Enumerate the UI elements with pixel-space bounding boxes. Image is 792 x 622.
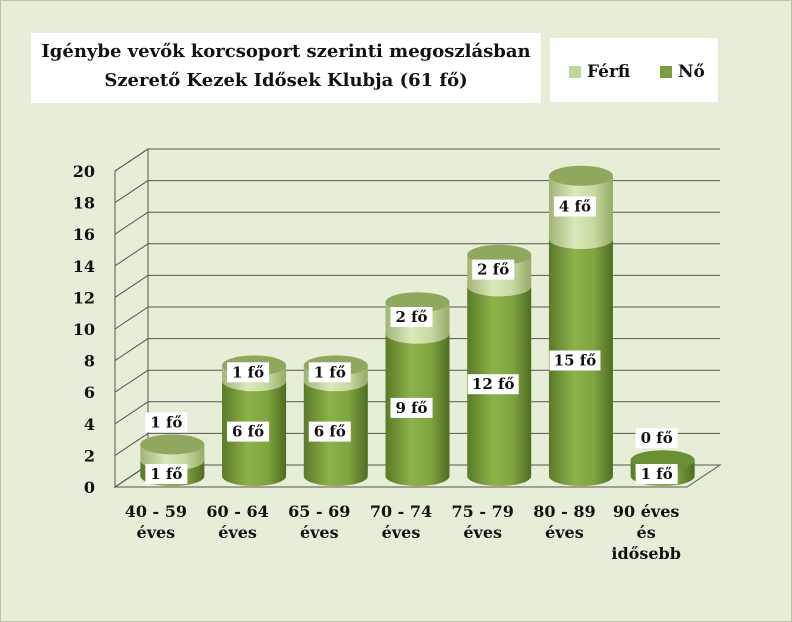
bar-top [140, 434, 205, 455]
data-label-ferfi: 1 fő [145, 412, 188, 433]
data-label-no-text: 12 fő [472, 375, 515, 393]
data-label-no-box [390, 397, 433, 418]
data-label-no-box [308, 421, 351, 442]
data-label-no-box [467, 374, 519, 395]
legend: Férfi Nő [550, 38, 718, 102]
x-tick-label: 70 - 74 [370, 502, 432, 521]
x-tick-label: éves [218, 523, 257, 542]
y-tick-label: 8 [84, 352, 95, 371]
y-tick-label: 12 [73, 288, 95, 307]
data-label-ferfi-text: 0 fő [641, 429, 673, 447]
data-label-no: 12 fő [467, 374, 519, 395]
data-label-no-box [227, 421, 270, 442]
data-label-ferfi-box [145, 412, 188, 433]
y-tick-label: 4 [84, 415, 95, 434]
data-label-no: 9 fő [390, 397, 433, 418]
gridline-side [114, 180, 149, 204]
data-label-no-text: 9 fő [395, 399, 427, 417]
data-label-ferfi-box [635, 428, 678, 449]
gridline-side [114, 401, 149, 425]
data-label-ferfi: 2 fő [390, 307, 433, 327]
x-tick-label: idősebb [611, 544, 681, 563]
data-label-no-text: 6 fő [314, 423, 346, 441]
legend-swatch-no [660, 66, 672, 78]
y-tick-label: 2 [84, 446, 95, 465]
data-label-ferfi-box [553, 196, 596, 217]
x-tick-label: 60 - 64 [206, 502, 268, 521]
legend-item-no: Nő [660, 62, 705, 82]
floor [113, 464, 722, 488]
data-label-ferfi: 0 fő [635, 428, 678, 449]
y-tick-label: 0 [84, 478, 95, 497]
y-tick-label: 10 [73, 320, 95, 339]
data-label-ferfi-box [227, 362, 270, 383]
data-label-no: 15 fő [549, 350, 601, 371]
data-label-ferfi-box [308, 362, 351, 383]
gridline-side [114, 274, 149, 298]
chart-title-line-1: Igénybe vevők korcsoport szerinti megosz… [41, 41, 531, 62]
data-label-no: 6 fő [308, 421, 351, 442]
data-label-no: 1 fő [635, 464, 678, 484]
x-tick-label: 80 - 89 [533, 502, 595, 521]
bar-top [548, 165, 613, 186]
data-label-no-box [145, 464, 188, 484]
y-tick-label: 20 [73, 162, 95, 181]
gridline-side [114, 338, 149, 362]
chart-title-line-2: Szerető Kezek Idősek Klubja (61 fő) [104, 70, 468, 91]
gridline-side [114, 148, 149, 172]
data-label-ferfi-text: 1 fő [150, 413, 182, 431]
x-tick-label: 75 - 79 [452, 502, 514, 521]
data-label-no-text: 6 fő [232, 423, 264, 441]
x-tick-label: éves [382, 523, 421, 542]
y-tick-label: 16 [73, 225, 95, 244]
chart-title: Igénybe vevők korcsoport szerinti megosz… [31, 33, 541, 103]
data-label-ferfi: 1 fő [308, 362, 351, 383]
legend-swatch-ferfi [569, 66, 581, 78]
data-label-no-text: 1 fő [641, 465, 673, 483]
data-label-ferfi-text: 2 fő [395, 308, 427, 326]
data-label-ferfi: 4 fő [553, 196, 596, 217]
data-label-no: 1 fő [145, 464, 188, 484]
data-label-ferfi: 2 fő [472, 259, 515, 280]
y-tick-label: 18 [73, 194, 95, 213]
data-label-ferfi-box [390, 307, 433, 327]
data-label-ferfi-text: 4 fő [559, 197, 591, 215]
x-tick-label: éves [545, 523, 584, 542]
x-tick-label: éves [137, 523, 176, 542]
gridline-side [114, 432, 149, 456]
x-tick-label: éves [463, 523, 502, 542]
data-label-ferfi-text: 1 fő [314, 363, 346, 381]
legend-label-ferfi: Férfi [587, 62, 631, 82]
x-tick-label: 90 éves [613, 502, 680, 521]
x-tick-label: 65 - 69 [288, 502, 350, 521]
gridline-side [114, 211, 149, 235]
gridline-side [114, 369, 149, 393]
data-label-no-box [549, 350, 601, 371]
data-label-ferfi-text: 2 fő [477, 261, 509, 279]
x-tick-label: éves [300, 523, 339, 542]
data-label-no-box [635, 464, 678, 484]
data-label-no: 6 fő [227, 421, 270, 442]
x-tick-label: és [637, 523, 656, 542]
data-label-no-text: 15 fő [554, 352, 597, 370]
gridline-side [114, 243, 149, 267]
data-label-no-text: 1 fő [150, 465, 182, 483]
x-tick-label: 40 - 59 [125, 502, 187, 521]
data-label-ferfi-text: 1 fő [232, 363, 264, 381]
gridline-side [114, 306, 149, 330]
data-label-ferfi: 1 fő [227, 362, 270, 383]
y-tick-label: 6 [84, 383, 95, 402]
legend-label-no: Nő [678, 62, 705, 82]
legend-item-ferfi: Férfi [569, 62, 630, 82]
y-tick-label: 14 [73, 257, 95, 276]
data-label-ferfi-box [472, 259, 515, 280]
